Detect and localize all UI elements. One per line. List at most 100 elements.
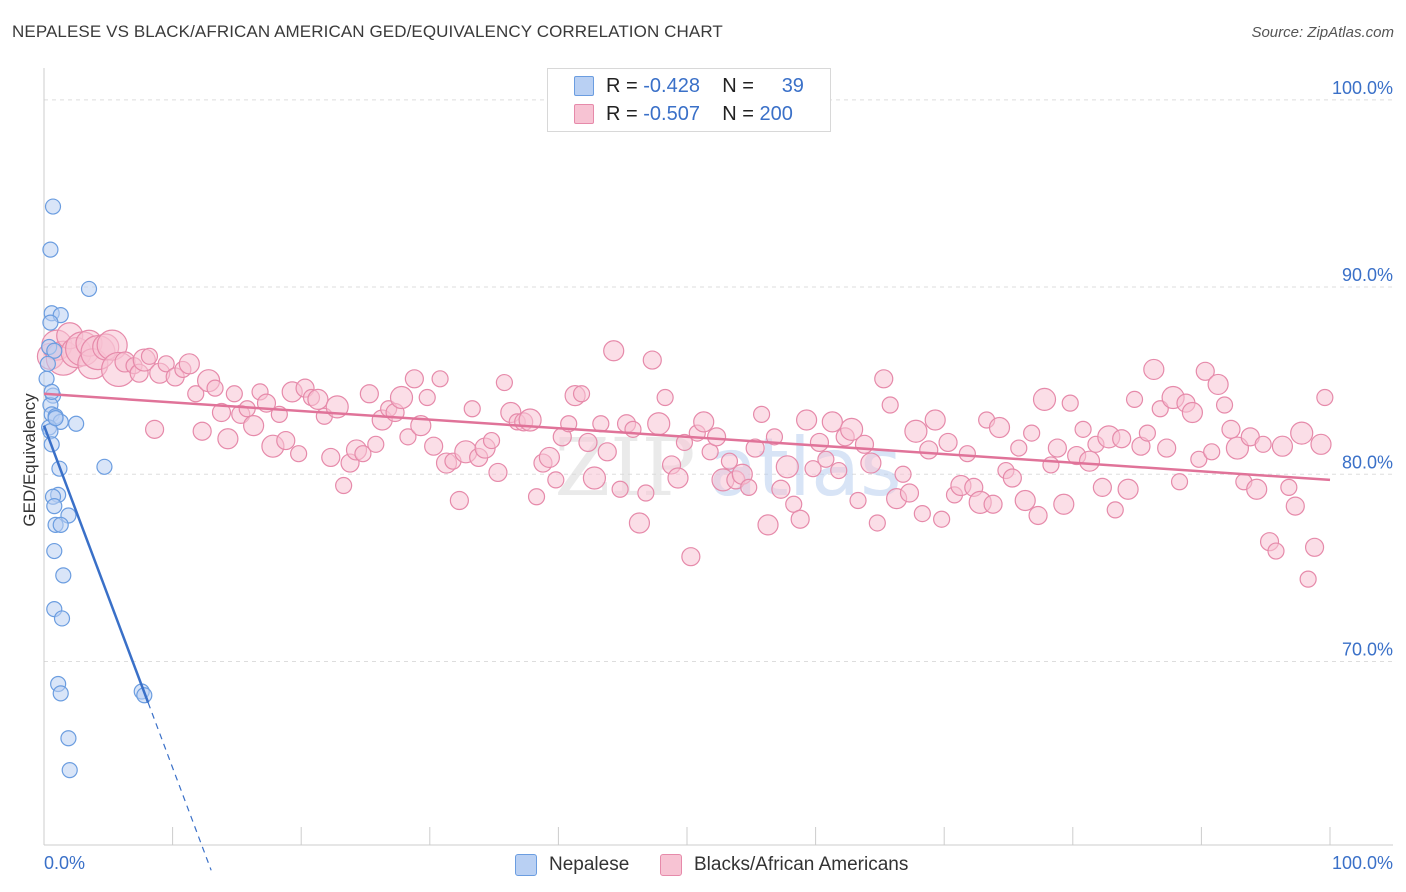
blacks-point bbox=[765, 428, 784, 446]
blacks-point bbox=[1047, 438, 1067, 458]
blacks-point bbox=[359, 384, 379, 404]
blacks-point bbox=[821, 411, 843, 433]
nepalese-point bbox=[80, 280, 98, 298]
nepalese-point bbox=[43, 383, 60, 401]
blacks-point bbox=[642, 350, 662, 370]
nepalese-point bbox=[60, 730, 77, 747]
blacks-point bbox=[1106, 501, 1124, 519]
blacks-point bbox=[1042, 456, 1060, 474]
blacks-point bbox=[449, 490, 469, 511]
blacks-point bbox=[187, 385, 205, 403]
blacks-point bbox=[745, 438, 765, 458]
blacks-point bbox=[389, 385, 414, 410]
axes bbox=[43, 68, 1393, 846]
blacks-point bbox=[757, 514, 779, 536]
r-label: R = bbox=[606, 102, 638, 125]
n-label: N = bbox=[722, 74, 754, 97]
blacks-point bbox=[647, 412, 671, 436]
blacks-point bbox=[192, 421, 212, 441]
blacks-point bbox=[1138, 424, 1156, 442]
blacks-point bbox=[335, 476, 353, 495]
blacks-point bbox=[276, 430, 296, 451]
trend-line-blacks bbox=[43, 392, 1331, 482]
y-tick-label-2: 80.0% bbox=[1342, 452, 1393, 472]
legend-stats-nepalese: R = -0.428 N = 39 bbox=[606, 75, 804, 98]
blacks-point bbox=[1254, 435, 1272, 453]
blacks-point bbox=[157, 355, 175, 373]
blacks-point bbox=[919, 440, 939, 460]
blacks-point bbox=[1271, 435, 1294, 457]
blacks-point bbox=[656, 388, 674, 407]
legend-swatch-blue bbox=[515, 854, 537, 876]
blacks-point bbox=[881, 396, 899, 414]
blacks-point bbox=[1221, 419, 1241, 439]
blacks-point bbox=[582, 466, 607, 490]
blacks-point bbox=[1170, 473, 1189, 491]
nepalese-point bbox=[44, 198, 62, 215]
trend-line-nepalese-extension bbox=[147, 702, 212, 871]
blacks-point bbox=[1157, 438, 1177, 458]
blacks-point bbox=[924, 409, 946, 431]
blacks-point bbox=[367, 435, 385, 453]
blacks-point bbox=[354, 445, 372, 463]
blacks-point bbox=[225, 385, 243, 403]
blacks-point bbox=[1010, 439, 1028, 457]
blacks-point bbox=[817, 450, 835, 468]
legend-swatch-blue bbox=[574, 76, 594, 96]
blacks-point bbox=[628, 512, 651, 534]
y-tick-label-0: 100.0% bbox=[1332, 78, 1393, 98]
blacks-point bbox=[1246, 478, 1268, 500]
blacks-point bbox=[217, 428, 239, 450]
blacks-point bbox=[1014, 489, 1036, 512]
n-value: 200 bbox=[759, 102, 793, 125]
blacks-point bbox=[424, 436, 444, 456]
y-tick-labels: 100.0% 90.0% 80.0% 70.0% bbox=[1332, 78, 1393, 660]
blacks-point bbox=[243, 415, 265, 437]
blacks-point bbox=[431, 370, 449, 388]
chart-title: NEPALESE VS BLACK/AFRICAN AMERICAN GED/E… bbox=[12, 22, 723, 41]
r-value: -0.507 bbox=[643, 102, 700, 125]
trend-lines bbox=[42, 392, 1331, 871]
blacks-point bbox=[404, 369, 424, 389]
blacks-point bbox=[624, 420, 642, 438]
y-axis-label: GED/Equivalency bbox=[20, 393, 39, 527]
blacks-point bbox=[830, 461, 848, 480]
blacks-point bbox=[463, 400, 481, 418]
blacks-point bbox=[399, 428, 417, 446]
blacks-point bbox=[720, 452, 739, 470]
blacks-point bbox=[410, 415, 432, 437]
blacks-point bbox=[752, 405, 771, 423]
blacks-point bbox=[592, 415, 610, 433]
blacks-point bbox=[849, 491, 867, 510]
blacks-point bbox=[1002, 468, 1022, 488]
nepalese-point bbox=[52, 516, 69, 533]
blacks-point bbox=[1316, 388, 1334, 407]
trend-line-nepalese bbox=[42, 425, 150, 704]
blacks-point bbox=[140, 347, 159, 365]
nepalese-point bbox=[68, 415, 85, 432]
blacks-point bbox=[804, 460, 822, 478]
nepalese-point bbox=[39, 355, 56, 372]
r-value: -0.428 bbox=[643, 74, 700, 97]
blacks-point bbox=[1032, 387, 1057, 411]
blacks-point bbox=[418, 388, 436, 407]
blacks-point bbox=[1285, 496, 1305, 516]
blacks-point bbox=[1181, 401, 1203, 424]
series-blacks-points bbox=[36, 322, 1334, 588]
legend-swatch-pink bbox=[574, 104, 594, 124]
blacks-point bbox=[206, 379, 224, 397]
grid-lines bbox=[44, 99, 1393, 663]
blacks-point bbox=[495, 373, 513, 392]
blacks-point bbox=[1290, 421, 1314, 445]
nepalese-point bbox=[47, 410, 64, 427]
blacks-point bbox=[1074, 420, 1092, 438]
y-tick-label-1: 90.0% bbox=[1342, 265, 1393, 285]
blacks-point bbox=[321, 447, 341, 468]
blacks-point bbox=[1023, 424, 1041, 442]
y-tick-label-3: 70.0% bbox=[1342, 640, 1393, 660]
blacks-point bbox=[637, 484, 655, 502]
blacks-point bbox=[290, 445, 308, 463]
blacks-point bbox=[913, 505, 931, 523]
legend-label-blacks: Blacks/African Americans bbox=[694, 854, 909, 875]
series-legend: Nepalese Blacks/African Americans bbox=[0, 852, 1406, 878]
